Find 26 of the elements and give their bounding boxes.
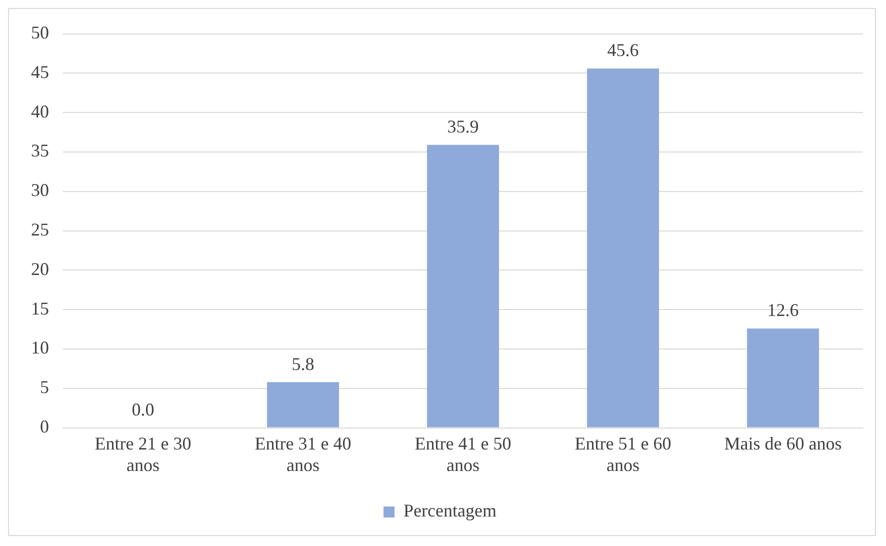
y-tick-label: 5 xyxy=(40,377,49,398)
x-tick-label: Entre 31 e 40 anos xyxy=(254,433,352,475)
y-tick-label: 45 xyxy=(31,62,49,82)
y-tick-label: 10 xyxy=(31,338,49,358)
bar xyxy=(427,144,499,428)
y-tick-label: 15 xyxy=(31,298,49,318)
y-tick-label: 30 xyxy=(31,180,49,200)
bar xyxy=(267,382,339,428)
data-label: 5.8 xyxy=(292,354,314,374)
y-tick-label: 35 xyxy=(31,140,49,161)
y-tick-label: 25 xyxy=(31,220,49,240)
bar xyxy=(587,68,659,428)
data-label: 45.6 xyxy=(607,40,639,60)
x-tick-label: Entre 51 e 60 anos xyxy=(574,433,672,475)
data-label: 35.9 xyxy=(447,116,479,137)
y-tick-label: 50 xyxy=(31,22,49,43)
x-tick-label: Entre 41 e 50 anos xyxy=(414,433,512,475)
x-tick-label: Mais de 60 anos xyxy=(724,433,842,454)
y-tick-label: 0 xyxy=(40,416,49,437)
data-label: 0.0 xyxy=(132,400,154,420)
y-tick-label: 40 xyxy=(31,101,49,122)
bar xyxy=(747,328,819,428)
data-label: 12.6 xyxy=(767,300,799,320)
legend-label: Percentagem xyxy=(404,500,496,521)
y-tick-label: 20 xyxy=(31,258,49,279)
x-tick-label: Entre 21 e 30 anos xyxy=(94,433,192,475)
